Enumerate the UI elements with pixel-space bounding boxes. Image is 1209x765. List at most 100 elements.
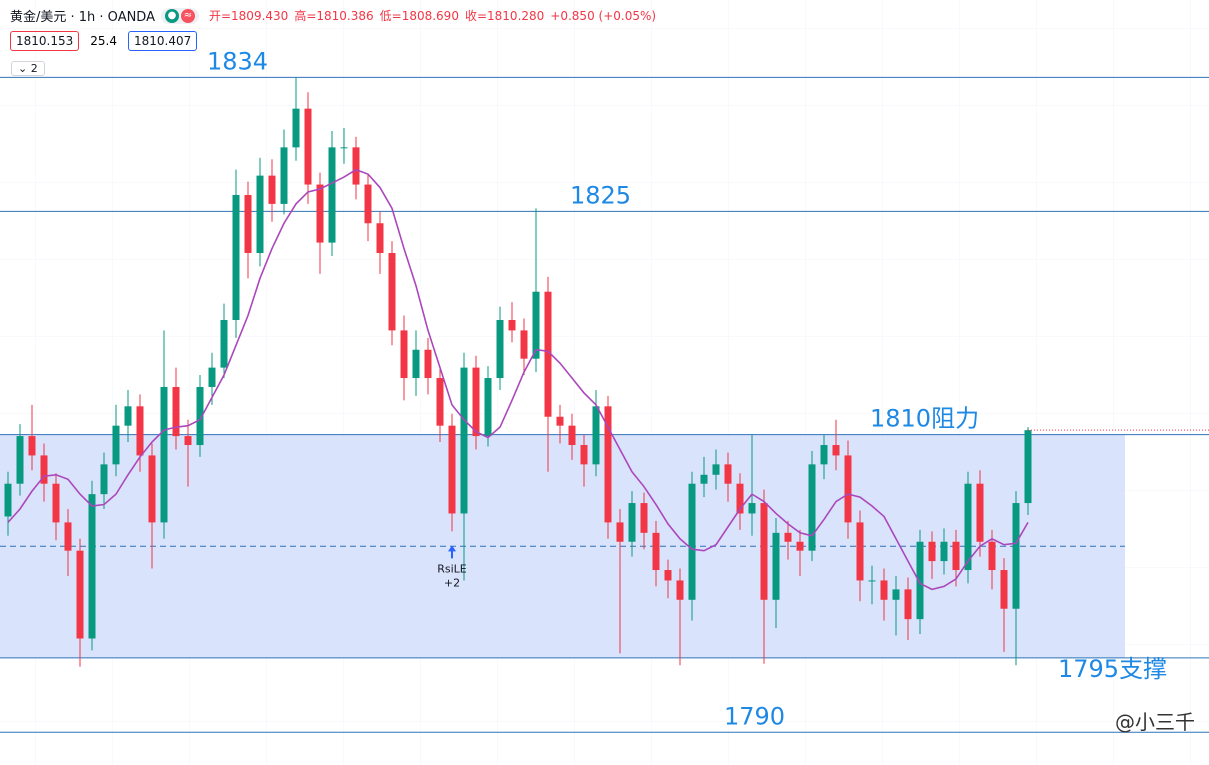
candle-body <box>328 147 336 243</box>
candle-body <box>484 378 492 437</box>
price-boxes: 1810.153 25.4 1810.407 <box>10 31 198 51</box>
candle-body <box>64 522 72 551</box>
candle-body <box>868 580 876 582</box>
legend: 黄金/美元 · 1h · OANDA ● ≈ 开=1809.430 高=1810.3… <box>10 6 662 25</box>
candle-body <box>616 522 624 542</box>
candle-body <box>796 541 804 551</box>
candle-body <box>688 483 696 600</box>
candle-body <box>808 464 816 551</box>
candle-body <box>568 425 576 446</box>
candle-body <box>928 541 936 562</box>
signal-label: RsiLE <box>437 562 467 575</box>
watermark-text: @小三千 <box>1115 710 1195 734</box>
overlay-layer: RsiLE+2 <box>7 168 1209 591</box>
level-label: 1834 <box>207 47 268 75</box>
candle-body <box>292 108 300 148</box>
badge-count: 2 <box>30 62 38 75</box>
candle-body <box>628 503 636 542</box>
candle-body <box>760 503 768 600</box>
candle-body <box>508 319 516 331</box>
candle-body <box>640 503 648 533</box>
candle-body <box>220 319 228 368</box>
candle-body <box>472 367 480 437</box>
candle-body <box>412 349 420 379</box>
candle-body <box>100 464 108 495</box>
candle-body <box>160 386 168 523</box>
candle-body <box>232 194 240 320</box>
candle-body <box>856 522 864 581</box>
candle-body <box>268 175 276 204</box>
candle-body <box>1012 503 1020 609</box>
candle-body <box>424 349 432 379</box>
candle-body <box>964 483 972 571</box>
spread: 25.4 <box>90 34 117 48</box>
candle-body <box>388 253 396 331</box>
ohlc: 开=1809.430 高=1810.386 低=1808.690 收=1810.280… <box>209 7 662 24</box>
candle-body <box>940 541 948 562</box>
candle-body <box>52 483 60 523</box>
ohlc-value: 低=1808.690 <box>379 9 459 23</box>
buy-price[interactable]: 1810.407 <box>127 31 198 51</box>
candle-body <box>988 541 996 571</box>
candle-body <box>436 378 444 426</box>
candle-body <box>148 455 156 523</box>
candle-body <box>844 455 852 523</box>
candle-body <box>544 291 552 417</box>
candle-body <box>208 367 216 387</box>
candle-body <box>532 291 540 359</box>
candle-body <box>520 330 528 359</box>
candle-body <box>748 503 756 514</box>
candle-body <box>1000 570 1008 609</box>
level-label: 1795支撑 <box>1058 655 1167 683</box>
sell-price[interactable]: 1810.153 <box>10 31 80 51</box>
candle-body <box>280 147 288 204</box>
signal-arrow <box>448 545 456 559</box>
candle-body <box>88 494 96 639</box>
candle-body <box>400 330 408 379</box>
candle-body <box>40 455 48 484</box>
candle-body <box>784 532 792 542</box>
candle-body <box>736 483 744 514</box>
collapse-badge[interactable]: ⌄ 2 <box>11 61 45 76</box>
candle-body <box>460 367 468 514</box>
candle-body <box>76 550 84 639</box>
symbol: 黄金/美元 · 1h · OANDA <box>10 10 155 25</box>
ohlc-value: 收=1810.280 <box>464 9 545 23</box>
candle-body <box>136 406 144 456</box>
candle-body <box>880 580 888 600</box>
candle-body <box>916 541 924 620</box>
candle-body <box>184 436 192 446</box>
candle-body <box>580 445 588 465</box>
candle-body <box>448 425 456 514</box>
candle-body <box>316 184 324 243</box>
candle-body <box>364 184 372 224</box>
candle-body <box>652 532 660 571</box>
candle-body <box>496 319 504 379</box>
candle-body <box>28 436 36 456</box>
candle-body <box>700 474 708 484</box>
candle-body <box>820 445 828 465</box>
level-label: 1810阻力 <box>870 405 979 433</box>
candle-body <box>352 147 360 185</box>
candle-body <box>592 406 600 465</box>
candle-body <box>892 589 900 600</box>
candle-layer <box>4 77 1032 667</box>
candle-body <box>196 386 204 446</box>
level-layer: 1834 1825 1810阻力 1795支撑 1790 <box>0 47 1209 733</box>
ohlc-change: +0.850 (+0.05%) <box>550 9 657 23</box>
legend-icons[interactable]: ● ≈ <box>160 7 199 24</box>
candle-body <box>256 175 264 254</box>
candle-body <box>664 570 672 581</box>
candle-body <box>4 483 12 517</box>
candle-body <box>16 436 24 484</box>
candle-body <box>556 416 564 426</box>
candle-body <box>604 406 612 523</box>
candle-body <box>676 580 684 600</box>
candle-body <box>304 108 312 185</box>
watermark: @小三千 <box>1115 706 1195 735</box>
level-label: 1790 <box>724 702 785 730</box>
moving-average <box>7 168 1029 591</box>
ohlc-value: 高=1810.386 <box>294 9 374 23</box>
